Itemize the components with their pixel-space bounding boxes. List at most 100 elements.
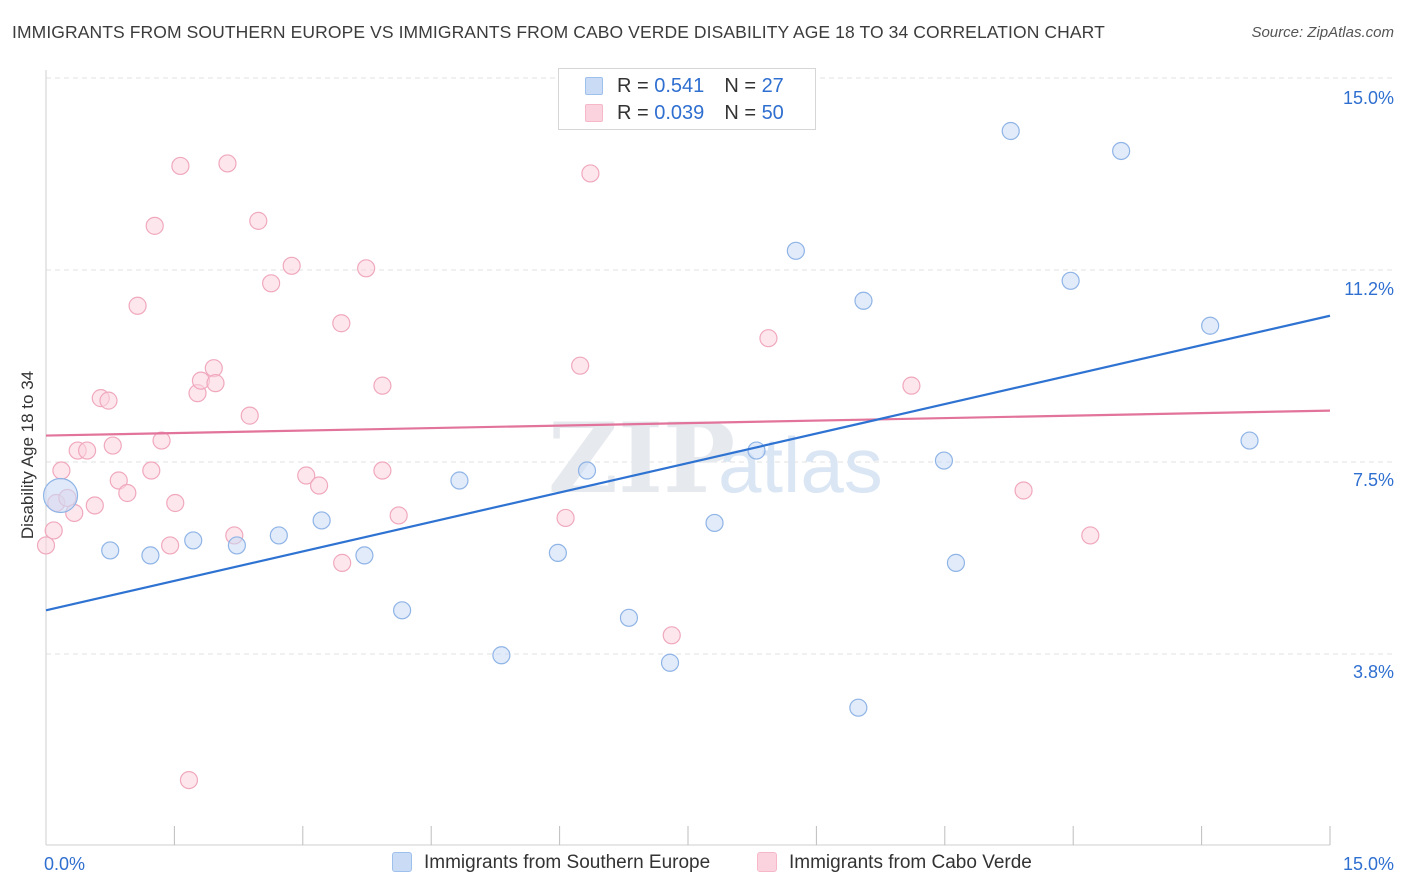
data-point (357, 259, 376, 278)
data-point (36, 536, 56, 555)
source-label: Source: ZipAtlas.com (1251, 24, 1394, 41)
data-point (85, 496, 104, 515)
bottom-legend-label-southern-europe: Immigrants from Southern Europe (424, 852, 711, 873)
legend-n-label: N = (724, 75, 762, 97)
data-point (662, 626, 681, 645)
southern-europe-points (42, 121, 1259, 717)
legend-r-value: 0.541 (654, 75, 705, 97)
data-point (581, 164, 600, 183)
data-point (309, 476, 329, 495)
data-point (249, 211, 268, 230)
data-point (128, 296, 147, 315)
data-point (227, 536, 246, 555)
chart-title: IMMIGRANTS FROM SOUTHERN EUROPE VS IMMIG… (12, 22, 1105, 42)
data-point (103, 436, 122, 455)
legend-swatch-southern-europe (585, 77, 603, 95)
bottom-legend-cabo-verde: Immigrants from Cabo Verde (757, 852, 1032, 874)
data-point (52, 461, 71, 480)
y-axis-label: Disability Age 18 to 34 (18, 371, 37, 539)
data-point (619, 608, 639, 627)
gridlines (46, 77, 1394, 655)
bottom-legend-southern-europe: Immigrants from Southern Europe (392, 852, 710, 874)
x-ticks (173, 826, 1331, 845)
data-point (854, 291, 873, 310)
data-point (849, 698, 868, 717)
data-point (282, 256, 301, 275)
data-point (262, 274, 281, 293)
southern-europe-trendline (45, 314, 1331, 612)
data-point (141, 546, 160, 565)
data-point (934, 451, 954, 470)
data-point (240, 406, 259, 425)
data-point (206, 374, 225, 393)
data-point (184, 531, 203, 550)
legend-n-value: 27 (761, 75, 784, 97)
data-point (118, 483, 137, 503)
bottom-legend-swatch-cabo-verde (757, 852, 777, 872)
data-point (333, 553, 352, 572)
legend-r-value: 0.039 (654, 102, 705, 124)
data-point (166, 493, 185, 513)
data-point (332, 314, 351, 333)
bottom-legend-swatch-southern-europe (392, 852, 412, 872)
data-point (152, 431, 171, 450)
data-point (1081, 526, 1100, 545)
data-point (1240, 431, 1259, 450)
data-point (660, 653, 680, 672)
data-point (556, 508, 575, 528)
data-point (1001, 121, 1020, 141)
data-point (786, 241, 805, 260)
data-point (392, 601, 412, 620)
x-tick-label-min: 0.0% (44, 854, 85, 874)
data-point (99, 391, 118, 410)
data-point (269, 526, 288, 545)
data-point (747, 441, 766, 460)
data-point (1112, 141, 1131, 161)
y-tick-labels: 3.8% 7.5% 11.2% 15.0% (1343, 88, 1394, 682)
data-point (44, 521, 63, 540)
data-point (450, 471, 469, 490)
y-tick-label: 11.2% (1344, 279, 1394, 299)
data-point (77, 441, 97, 460)
data-point (577, 461, 597, 480)
watermark-atlas: atlas (718, 421, 883, 509)
x-tick-label-max: 15.0% (1343, 854, 1394, 874)
data-point (218, 154, 237, 173)
data-point (946, 553, 966, 572)
data-point (179, 770, 199, 790)
data-point (161, 536, 180, 555)
data-point (373, 376, 392, 395)
data-point (145, 216, 164, 235)
data-point (171, 156, 190, 176)
data-point (1061, 271, 1080, 290)
data-point (759, 329, 778, 348)
data-point (902, 376, 921, 395)
data-point (297, 466, 316, 485)
y-tick-label: 7.5% (1353, 470, 1394, 490)
data-point (204, 359, 223, 378)
data-point (705, 513, 724, 533)
legend-box: R = 0.541 N = 27 R = 0.039 N = 50 (558, 68, 816, 130)
cabo-verde-points (36, 154, 1100, 790)
bottom-legend-label-cabo-verde: Immigrants from Cabo Verde (789, 852, 1032, 873)
legend-n-value: 50 (761, 102, 784, 124)
y-tick-label: 3.8% (1353, 662, 1394, 682)
data-point (109, 471, 128, 490)
y-tick-label: 15.0% (1343, 88, 1394, 108)
legend-n-label: N = (724, 102, 762, 124)
data-point (42, 477, 79, 514)
data-point (312, 511, 331, 530)
data-point (548, 543, 567, 563)
data-point (1201, 316, 1220, 335)
legend-swatch-cabo-verde (585, 104, 603, 122)
data-point (571, 356, 590, 375)
cabo-verde-trendline (45, 409, 1331, 437)
data-point (492, 646, 511, 665)
data-point (373, 461, 392, 480)
data-point (355, 546, 374, 565)
data-point (142, 461, 161, 480)
data-point (101, 541, 120, 560)
legend-r-label: R = (617, 75, 655, 97)
data-point (1014, 481, 1033, 500)
